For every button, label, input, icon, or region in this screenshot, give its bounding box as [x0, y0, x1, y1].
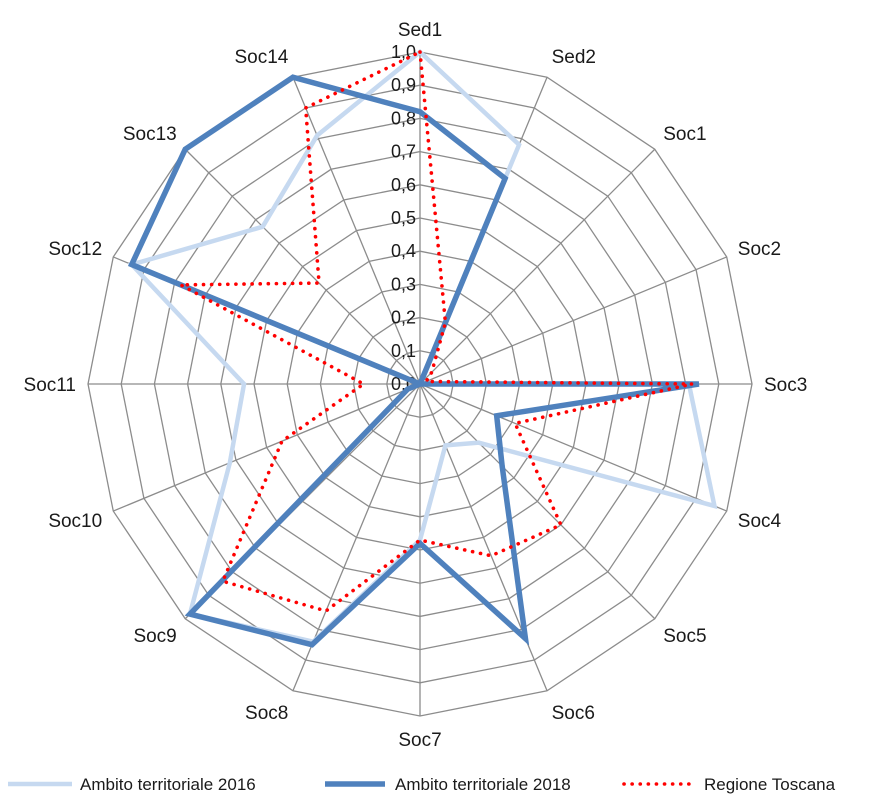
grid-spoke	[419, 383, 727, 512]
category-label: Sed2	[552, 47, 596, 68]
radial-tick-label: 0,6	[391, 175, 416, 195]
grid-spoke	[419, 148, 656, 385]
radial-tick-label: 0,3	[391, 274, 416, 294]
category-label: Soc9	[133, 626, 176, 647]
radial-tick-label: 0,5	[391, 208, 416, 228]
radial-tick-label: 0,1	[391, 341, 416, 361]
grid-spoke	[419, 383, 548, 691]
category-label: Soc12	[48, 239, 102, 260]
category-label: Soc7	[398, 730, 441, 751]
category-label: Soc1	[663, 124, 706, 145]
series-line-3	[173, 49, 693, 613]
legend: Ambito territoriale 2016 Ambito territori…	[8, 775, 836, 794]
category-labels: Sed1 Sed2 Soc1 Soc2 Soc3 Soc4 Soc5 Soc6 Soc7 Soc8…	[24, 20, 808, 751]
category-label: Soc5	[663, 626, 706, 647]
radial-tick-labels: 0,00,10,20,30,40,50,60,70,80,91,0	[391, 42, 416, 394]
legend-label: Ambito territoriale 2018	[395, 775, 571, 794]
category-label: Soc6	[552, 703, 595, 724]
grid-spoke	[184, 148, 421, 385]
category-label: Soc8	[245, 703, 288, 724]
category-label: Soc3	[764, 375, 807, 396]
radial-tick-label: 1,0	[391, 42, 416, 62]
series-line-2	[127, 74, 700, 648]
grid-spoke	[419, 383, 656, 620]
legend-label: Ambito territoriale 2016	[80, 775, 256, 794]
radial-tick-label: 0,4	[391, 241, 416, 261]
radial-tick-label: 0,8	[391, 108, 416, 128]
category-label: Soc11	[24, 375, 76, 396]
category-label: Soc10	[48, 511, 102, 532]
radial-tick-label: 0,2	[391, 308, 416, 328]
grid-spoke	[292, 77, 421, 385]
series-lines	[127, 49, 718, 648]
category-label: Soc2	[738, 239, 781, 260]
radial-tick-label: 0,7	[391, 142, 416, 162]
category-label: Soc13	[123, 124, 177, 145]
category-label: Soc14	[234, 47, 288, 68]
category-label: Soc4	[738, 511, 782, 532]
grid-spoke	[113, 383, 421, 512]
category-label: Sed1	[398, 20, 442, 41]
legend-label: Regione Toscana	[704, 775, 836, 794]
grid-spoke	[419, 256, 727, 385]
radial-tick-label: 0,9	[391, 75, 416, 95]
